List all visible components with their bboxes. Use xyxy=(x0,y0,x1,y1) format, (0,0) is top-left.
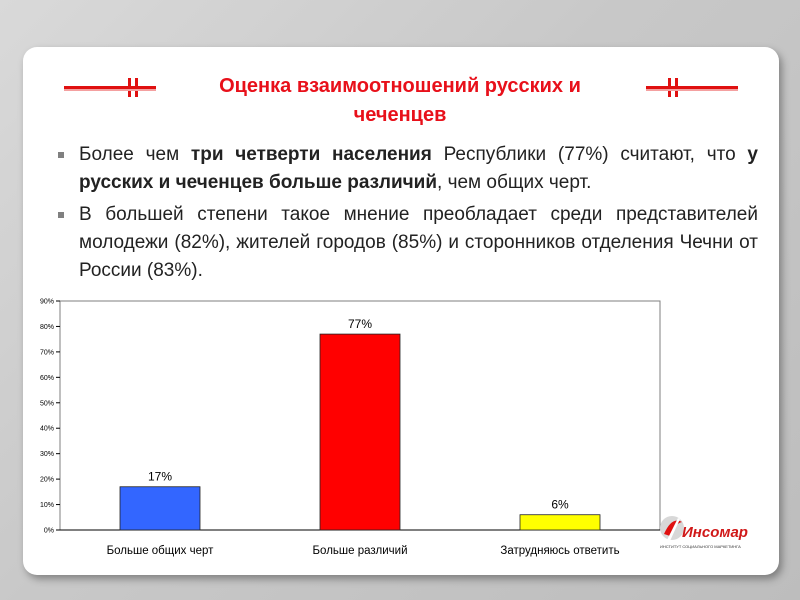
bullet-text-bold: у русских и чеченцев больше различий xyxy=(79,144,758,193)
title-decoration-left xyxy=(64,78,156,97)
y-tick-label: 30% xyxy=(40,451,54,458)
y-tick-label: 80% xyxy=(40,324,54,331)
y-tick-label: 20% xyxy=(40,477,54,484)
logo-name: Инсомар xyxy=(682,524,748,541)
bar xyxy=(319,333,401,531)
bullet-list: Более чем три четверти населения Республ… xyxy=(54,141,758,289)
bullet-text: Республики (77%) считают, что xyxy=(431,144,748,165)
y-tick-label: 70% xyxy=(40,349,54,356)
bullet-item: Более чем три четверти населения Республ… xyxy=(54,141,758,197)
y-tick-label: 50% xyxy=(40,400,54,407)
bullet-text: , чем общих черт. xyxy=(437,172,592,193)
logo-tagline: ИНСТИТУТ СОЦИАЛЬНОГО МАРКЕТИНГА xyxy=(660,544,741,549)
data-label: 77% xyxy=(348,317,372,331)
bar-chart: 0% 10% 20% 30% 40% 50% 60% 70% 80% 90% 17% Больше о… xyxy=(40,299,661,557)
y-tick-label: 40% xyxy=(40,426,54,433)
data-label: 6% xyxy=(551,498,569,512)
bar xyxy=(119,486,201,531)
y-tick-label: 90% xyxy=(40,299,54,306)
title-decoration-right xyxy=(646,78,738,97)
bullet-text: Более чем xyxy=(79,144,191,165)
slide-title: Оценка взаимоотношений русских и чеченце… xyxy=(219,75,581,126)
bullet-square-icon xyxy=(58,152,64,158)
bullet-square-icon xyxy=(58,212,64,218)
y-tick-label: 0% xyxy=(44,528,54,535)
y-tick-label: 60% xyxy=(40,375,54,382)
category-label: Больше общих черт xyxy=(107,545,215,557)
category-label: Затрудняюсь ответить xyxy=(500,545,619,557)
bullet-text-bold: три четверти населения xyxy=(190,144,432,165)
bullet-text: В большей степени такое мнение преоблада… xyxy=(79,204,758,281)
insomar-logo: Инсомар ИНСТИТУТ СОЦИАЛЬНОГО МАРКЕТИНГА xyxy=(660,516,748,549)
bar xyxy=(519,514,601,531)
category-label: Больше различий xyxy=(313,545,408,557)
bullet-item: В большей степени такое мнение преоблада… xyxy=(54,201,758,285)
data-label: 17% xyxy=(148,470,172,484)
y-tick-label: 10% xyxy=(40,502,54,509)
